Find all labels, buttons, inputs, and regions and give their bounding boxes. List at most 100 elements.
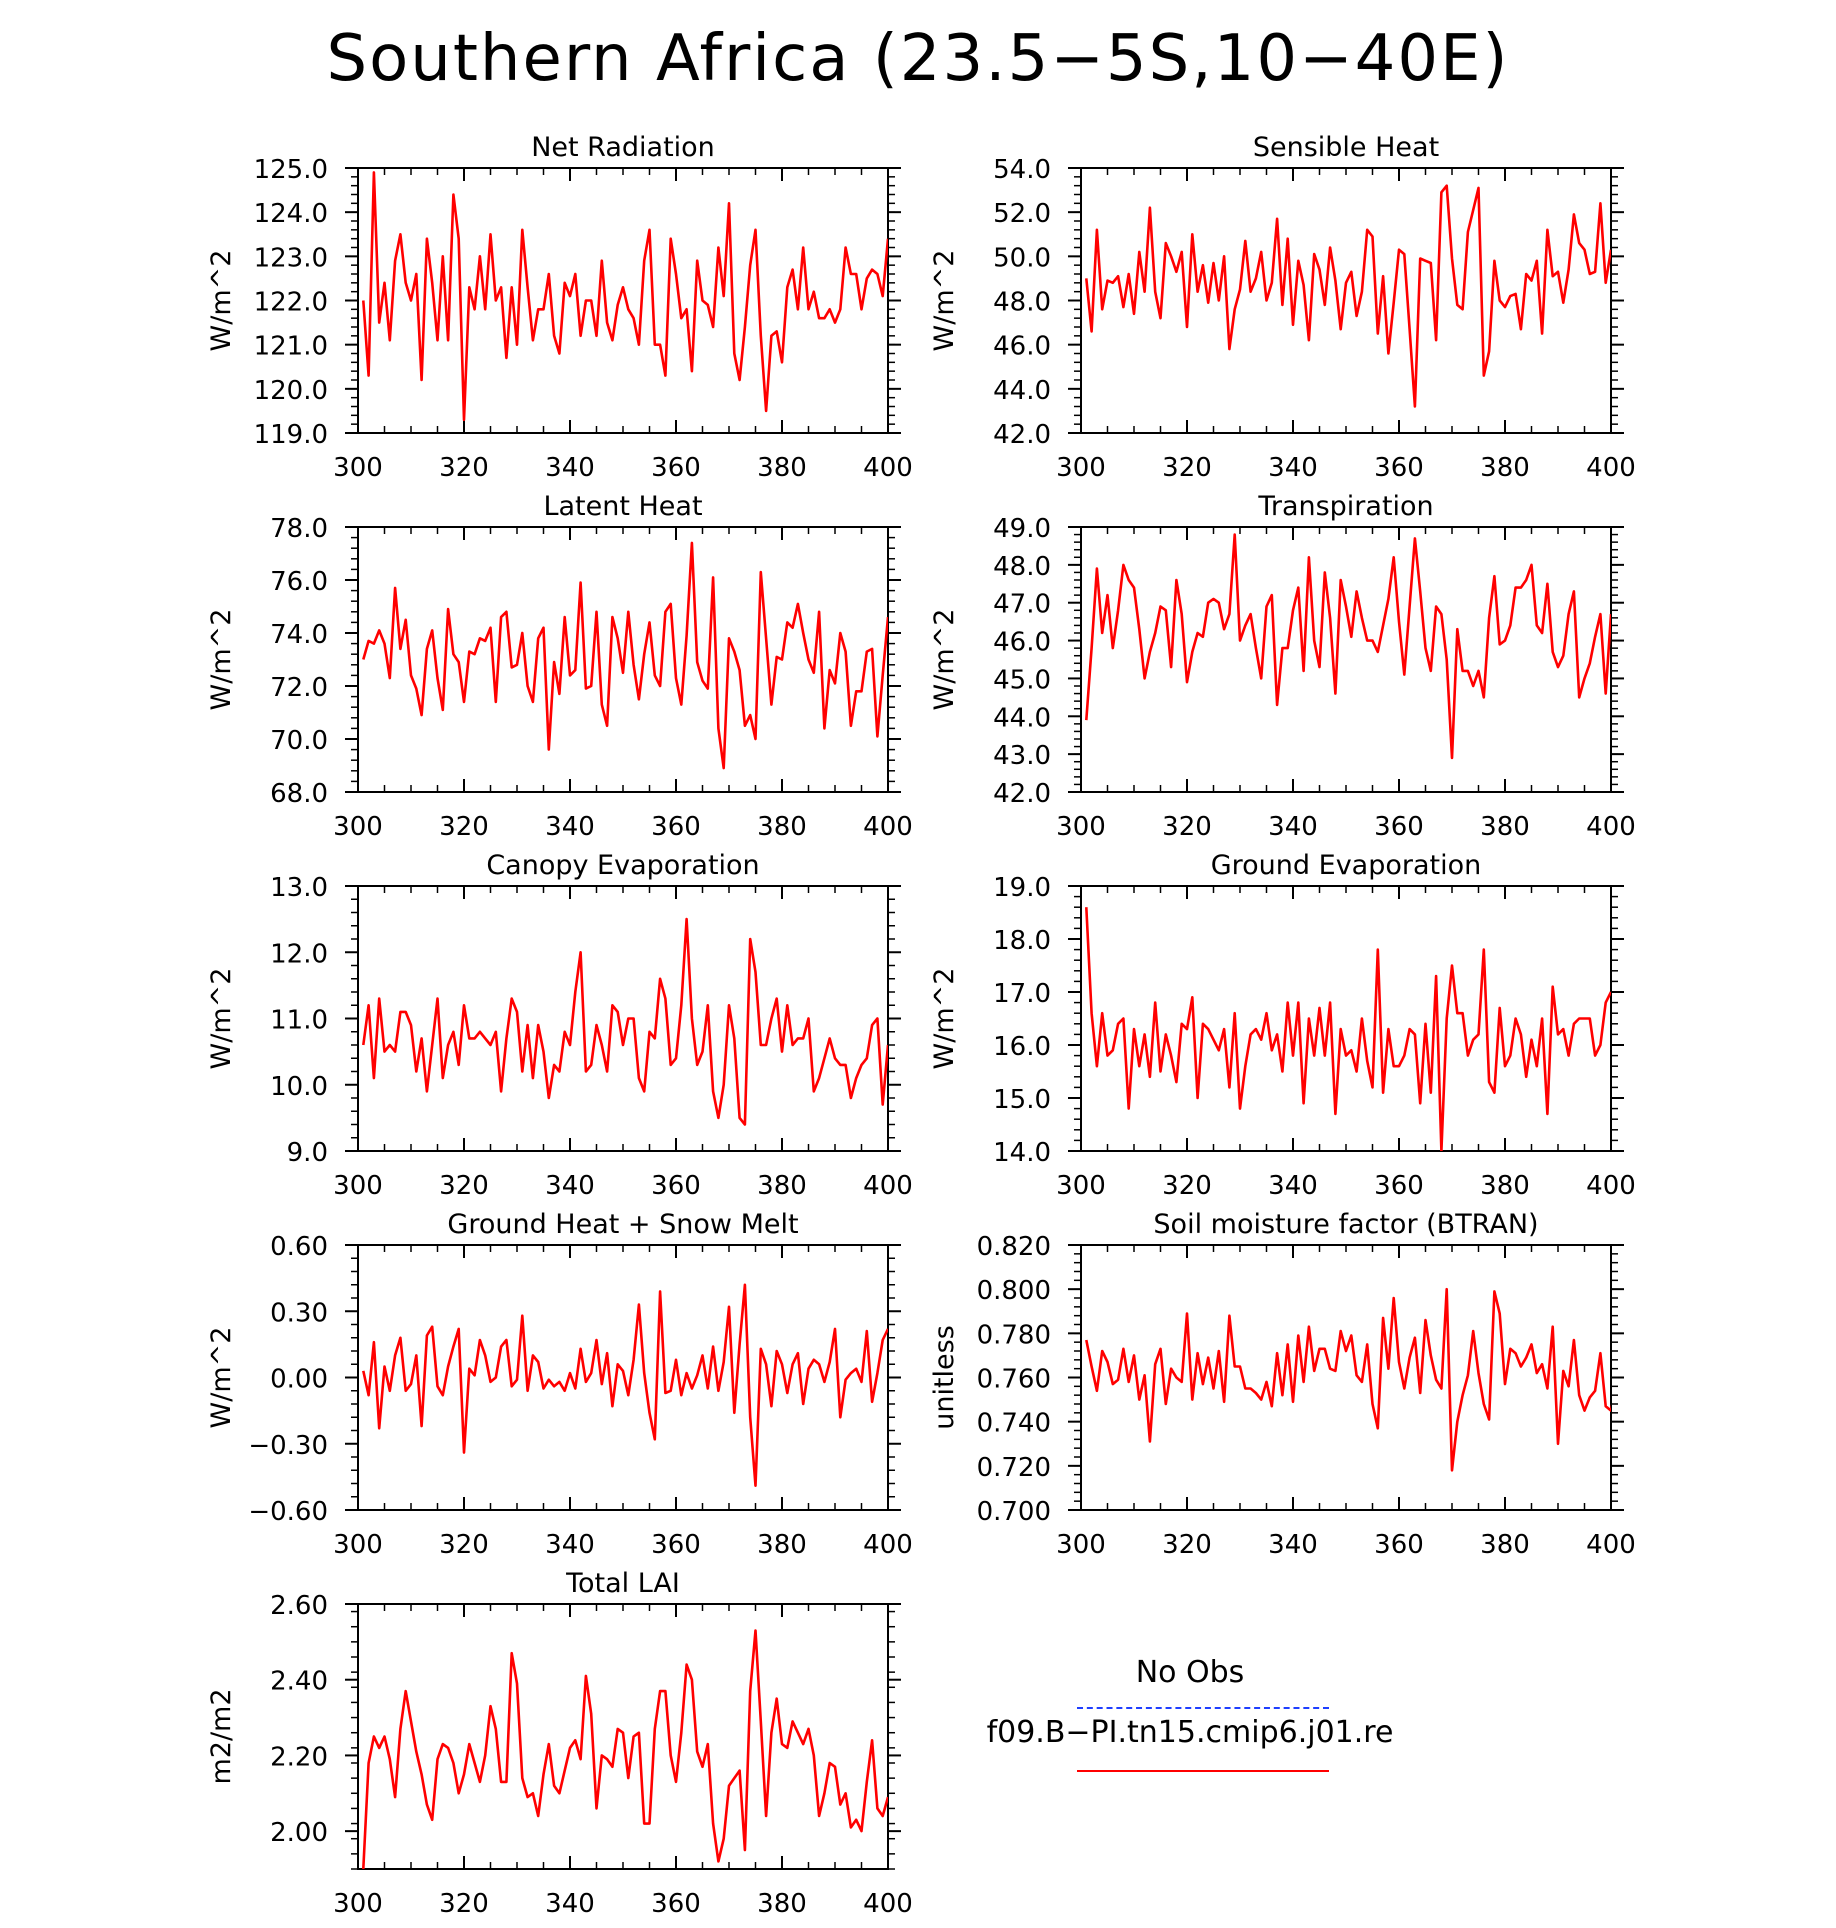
panel2-xtick-label: 300 (1056, 453, 1106, 483)
panel2-ylabel: W/m^2 (929, 250, 960, 352)
panel7-ylabel: W/m^2 (206, 1327, 237, 1429)
panel2-data-line (1085, 184, 1611, 408)
panel8-ytick-label: 0.760 (977, 1365, 1051, 1395)
panel2-title: Sensible Heat (1253, 132, 1439, 163)
panel9-xtick-label: 300 (333, 1889, 383, 1919)
panel2-ytick-label: 48.0 (993, 288, 1051, 318)
panel5-xtick-label: 300 (333, 1171, 383, 1201)
panel5-xtick-label: 400 (863, 1171, 913, 1201)
panel4-xtick-label: 320 (1162, 812, 1212, 842)
panel8-xtick-label: 360 (1374, 1530, 1424, 1560)
panel4-ylabel: W/m^2 (929, 609, 960, 711)
panel3-xtick-label: 380 (757, 812, 807, 842)
panel7-xtick-label: 340 (545, 1530, 595, 1560)
panel6-ytick-label: 15.0 (993, 1085, 1051, 1115)
legend-obs-label: No Obs (1135, 1655, 1245, 1690)
panel2-ytick-label: 44.0 (993, 376, 1051, 406)
panel8-xtick-label: 340 (1268, 1530, 1318, 1560)
panel2-xtick-label: 340 (1268, 453, 1318, 483)
panel4-data-line (1085, 533, 1611, 760)
panel3-ytick-label: 78.0 (270, 514, 328, 544)
panel6-xtick-label: 320 (1162, 1171, 1212, 1201)
panel4-ytick-label: 45.0 (993, 665, 1051, 695)
panel1-ytick-label: 121.0 (254, 332, 328, 362)
panel6-ytick-label: 17.0 (993, 979, 1051, 1009)
panel6-xtick-label: 360 (1374, 1171, 1424, 1201)
panel8-title: Soil moisture factor (BTRAN) (1153, 1209, 1538, 1240)
panel7-xtick-label: 360 (651, 1530, 701, 1560)
panel8-data-line (1085, 1287, 1611, 1472)
panel1-xtick-label: 340 (545, 453, 595, 483)
panel9-xtick-label: 380 (757, 1889, 807, 1919)
panel2-ytick-label: 52.0 (993, 199, 1051, 229)
panel4-ytick-label: 47.0 (993, 590, 1051, 620)
panel6-ylabel: W/m^2 (929, 968, 960, 1070)
panel3-ylabel: W/m^2 (206, 609, 237, 711)
legend-model-label: f09.B−PI.tn15.cmip6.j01.re (986, 1715, 1394, 1750)
panel5-ytick-label: 10.0 (270, 1072, 328, 1102)
panel4-title: Transpiration (1257, 491, 1433, 522)
panel4-xtick-label: 400 (1586, 812, 1636, 842)
panel1-ytick-label: 125.0 (254, 155, 328, 185)
panel1-xtick-label: 360 (651, 453, 701, 483)
figure-title: Southern Africa (23.5−5S,10−40E) (326, 22, 1510, 96)
panel4-xtick-label: 360 (1374, 812, 1424, 842)
panel8-ytick-label: 0.800 (977, 1276, 1051, 1306)
panel7-ytick-label: −0.60 (248, 1497, 328, 1527)
panel7-xtick-label: 300 (333, 1530, 383, 1560)
panel3-title: Latent Heat (543, 491, 702, 522)
panel8-xtick-label: 380 (1480, 1530, 1530, 1560)
panel6-xtick-label: 380 (1480, 1171, 1530, 1201)
panel7-xtick-label: 320 (439, 1530, 489, 1560)
panel3-data-line (362, 541, 888, 770)
panel6-ytick-label: 19.0 (993, 873, 1051, 903)
panel6-frame (1080, 885, 1612, 1152)
panel1-ytick-label: 123.0 (254, 243, 328, 273)
panel5-ytick-label: 9.0 (287, 1138, 328, 1168)
panel1-title: Net Radiation (531, 132, 715, 163)
legend: No Obs f09.B−PI.tn15.cmip6.j01.re (960, 1655, 1420, 1795)
panel3-ytick-label: 68.0 (270, 779, 328, 809)
panel4-ytick-label: 49.0 (993, 514, 1051, 544)
panel3-ytick-label: 76.0 (270, 567, 328, 597)
panel3-ytick-label: 70.0 (270, 726, 328, 756)
panel4-ytick-label: 43.0 (993, 741, 1051, 771)
panel4-xtick-label: 340 (1268, 812, 1318, 842)
panel9-xtick-label: 340 (545, 1889, 595, 1919)
panel3-ytick-label: 74.0 (270, 620, 328, 650)
panel7-title: Ground Heat + Snow Melt (447, 1209, 798, 1240)
panel2-ytick-label: 54.0 (993, 155, 1051, 185)
panel8-ytick-label: 0.820 (977, 1232, 1051, 1262)
panel6-ytick-label: 16.0 (993, 1032, 1051, 1062)
panel8-ylabel: unitless (929, 1325, 960, 1430)
panel8-ytick-label: 0.720 (977, 1453, 1051, 1483)
panel9-title: Total LAI (565, 1568, 680, 1599)
panel1-ytick-label: 122.0 (254, 288, 328, 318)
panel4-ytick-label: 46.0 (993, 628, 1051, 658)
panel6-xtick-label: 300 (1056, 1171, 1106, 1201)
panel5-xtick-label: 340 (545, 1171, 595, 1201)
panel2-xtick-label: 380 (1480, 453, 1530, 483)
panel4-xtick-label: 300 (1056, 812, 1106, 842)
panel7-data-line (362, 1283, 888, 1487)
panel1-ytick-label: 124.0 (254, 199, 328, 229)
panel8-ytick-label: 0.780 (977, 1320, 1051, 1350)
panel4-ytick-label: 42.0 (993, 779, 1051, 809)
panel1-xtick-label: 400 (863, 453, 913, 483)
panel3-xtick-label: 360 (651, 812, 701, 842)
panel8-xtick-label: 400 (1586, 1530, 1636, 1560)
panel5-xtick-label: 360 (651, 1171, 701, 1201)
panel5-ytick-label: 12.0 (270, 939, 328, 969)
panel1-ytick-label: 119.0 (254, 420, 328, 450)
panel5-data-line (362, 917, 888, 1126)
panel2-ytick-label: 46.0 (993, 332, 1051, 362)
panel6-title: Ground Evaporation (1211, 850, 1482, 881)
panel9-data-line (362, 1629, 888, 1869)
panel9-ytick-label: 2.20 (270, 1742, 328, 1772)
panel9-ytick-label: 2.00 (270, 1818, 328, 1848)
panel7-ytick-label: −0.30 (248, 1431, 328, 1461)
panel6-ytick-label: 14.0 (993, 1138, 1051, 1168)
panel5-ylabel: W/m^2 (206, 968, 237, 1070)
